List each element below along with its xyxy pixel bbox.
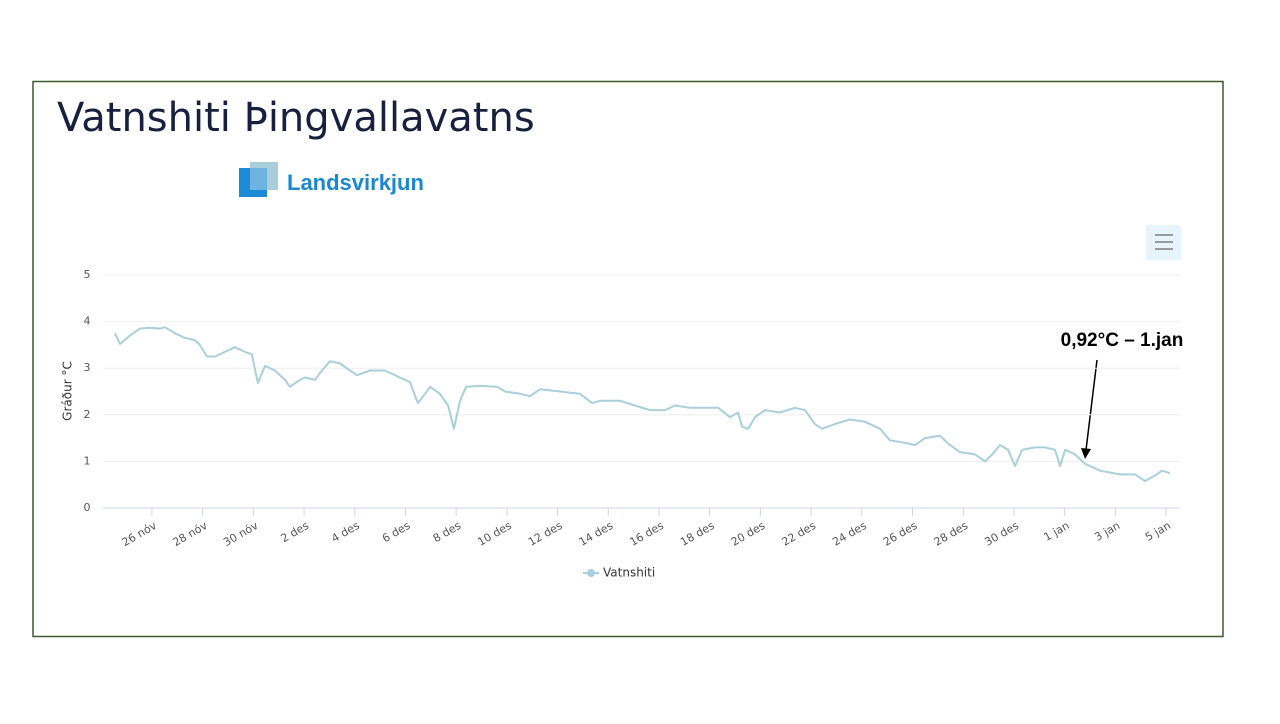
legend-marker — [587, 569, 595, 577]
y-tick-label: 2 — [84, 408, 91, 421]
frame — [32, 80, 1224, 638]
annotation-arrow — [1081, 359, 1098, 459]
logo-text: Landsvirkjun — [287, 170, 424, 195]
y-tick-label: 0 — [84, 501, 91, 514]
data-line — [113, 326, 1171, 482]
legend-label: Vatnshiti — [603, 566, 655, 580]
y-tick-label: 3 — [84, 361, 91, 374]
y-tick-label: 5 — [84, 268, 91, 281]
logo-icon — [239, 162, 278, 197]
y-tick-label: 4 — [84, 315, 91, 328]
annotation: 0,92°C – 1.jan — [1061, 330, 1184, 351]
menu-button[interactable] — [1146, 225, 1181, 260]
y-tick-label: 1 — [84, 454, 91, 467]
y-axis-label: Gráður °C — [61, 361, 75, 421]
chart-title: Vatnshiti Þingvallavatns — [57, 95, 535, 141]
